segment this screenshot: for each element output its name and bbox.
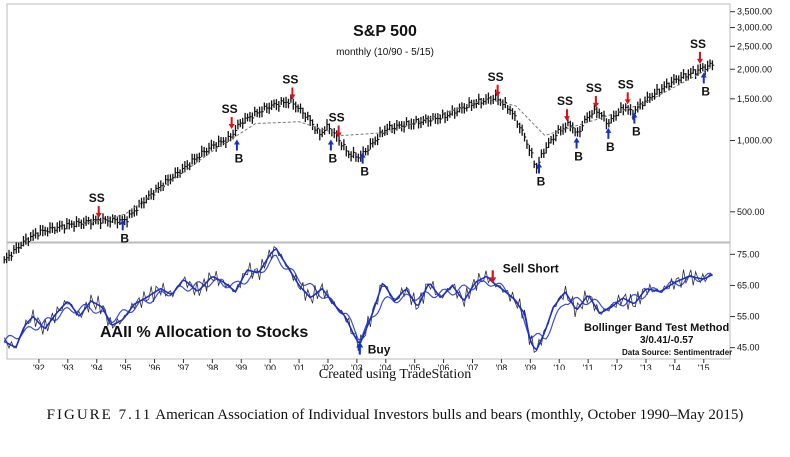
sell-signal-label: SS bbox=[488, 70, 504, 84]
x-tick-label: '98 bbox=[206, 363, 218, 370]
x-tick-label: '04 bbox=[380, 363, 392, 370]
x-tick-label: '13 bbox=[640, 363, 652, 370]
x-tick-label: '03 bbox=[351, 363, 363, 370]
x-tick-label: '96 bbox=[149, 363, 161, 370]
x-tick-label: '12 bbox=[611, 363, 623, 370]
sp500-y-axis: 3,500.00 3,000.00 2,500.00 2,000.00 1,500.00… bbox=[730, 7, 772, 217]
aaii-y-tick-label: 75.00 bbox=[737, 249, 760, 259]
x-tick-label: '08 bbox=[496, 363, 508, 370]
buy-arrow-head bbox=[573, 137, 580, 143]
buy-signal-label: B bbox=[120, 231, 129, 245]
buy-arrow-head bbox=[119, 219, 126, 225]
sell-arrow-head bbox=[592, 102, 599, 108]
data-source: Data Source: Sentimentrader bbox=[622, 348, 732, 357]
aaii-title: AAII % Allocation to Stocks bbox=[100, 324, 308, 341]
buy-arrow-head bbox=[535, 162, 542, 168]
x-tick-label: '00 bbox=[264, 363, 276, 370]
sell-signal-label: SS bbox=[222, 102, 238, 116]
x-tick-label: '07 bbox=[467, 363, 479, 370]
sell-arrow-head bbox=[696, 58, 703, 64]
x-tick-label: '05 bbox=[409, 363, 421, 370]
x-tick-label: '01 bbox=[293, 363, 305, 370]
buy-arrow-head bbox=[233, 139, 240, 145]
x-tick-label: '93 bbox=[62, 363, 74, 370]
sp500-y-tick-label: 3,500.00 bbox=[737, 7, 772, 17]
sp500-y-tick-label: 1,000.00 bbox=[737, 136, 772, 146]
sell-signal-label: SS bbox=[586, 81, 602, 95]
sp500-subtitle: monthly (10/90 - 5/15) bbox=[336, 47, 434, 58]
aaii-signals: Sell Short Buy bbox=[356, 261, 559, 357]
sell-signal-label: SS bbox=[282, 72, 298, 86]
sell-arrow-head bbox=[228, 124, 235, 130]
buy-arrow-head bbox=[327, 139, 334, 145]
x-tick-label: '97 bbox=[178, 363, 190, 370]
chart-figure: 3,500.00 3,000.00 2,500.00 2,000.00 1,500.00… bbox=[3, 3, 773, 370]
method-text: Bollinger Band Test Method bbox=[584, 322, 729, 334]
method-params: 3/0.41/-0.57 bbox=[640, 335, 694, 346]
buy-signal-label: B bbox=[329, 152, 338, 166]
aaii-y-tick-label: 45.00 bbox=[737, 343, 760, 353]
sp500-title: S&P 500 bbox=[353, 23, 417, 40]
aaii-y-axis: 75.00 65.00 55.00 45.00 bbox=[730, 249, 760, 353]
x-tick-label: '15 bbox=[698, 363, 710, 370]
x-axis: '92 '93 '94 '95 '96 '97 '98 '99 '00 '01 '02 '03 '04 '… bbox=[33, 359, 710, 370]
x-tick-label: '94 bbox=[91, 363, 103, 370]
sp500-signals: SS B SS B SS B SS B SS B SS B SS B SS B SS B bbox=[89, 37, 711, 246]
buy-signal-label: B bbox=[235, 152, 244, 166]
sell-signal-label: SS bbox=[690, 37, 706, 51]
sp500-y-tick-label: 1,500.00 bbox=[737, 94, 772, 104]
buy-arrow-head bbox=[605, 127, 612, 133]
x-tick-label: '99 bbox=[235, 363, 247, 370]
buy-arrow-head bbox=[359, 152, 366, 158]
x-tick-label: '95 bbox=[120, 363, 132, 370]
buy-signal-label: B bbox=[537, 174, 546, 188]
buy-arrow-head bbox=[700, 72, 707, 78]
sell-signal-label: SS bbox=[557, 94, 573, 108]
sell-signal-label: SS bbox=[89, 191, 105, 205]
x-tick-label: '09 bbox=[524, 363, 536, 370]
x-tick-label: '10 bbox=[553, 363, 565, 370]
figure-text: American Association of Individual Inves… bbox=[155, 407, 744, 423]
sp500-y-tick-label: 500.00 bbox=[737, 207, 765, 217]
sell-arrow-head bbox=[624, 99, 631, 105]
sp500-y-tick-label: 2,000.00 bbox=[737, 64, 772, 74]
buy-signal-label: B bbox=[701, 84, 710, 98]
sell-arrow-head bbox=[95, 212, 102, 218]
buy-arrow-head bbox=[631, 112, 638, 118]
x-tick-label: '06 bbox=[438, 363, 450, 370]
figure-label: FIGURE 7.11 bbox=[46, 407, 153, 423]
sell-short-arrow-head bbox=[489, 277, 497, 284]
aaii-y-tick-label: 55.00 bbox=[737, 312, 760, 322]
x-tick-label: '11 bbox=[583, 363, 594, 370]
x-tick-label: '92 bbox=[33, 363, 45, 370]
buy-arrow-head bbox=[356, 341, 364, 348]
sp500-panel bbox=[6, 3, 731, 243]
sell-signal-label: SS bbox=[618, 77, 634, 91]
sp500-y-tick-label: 2,500.00 bbox=[737, 41, 772, 51]
buy-signal-label: B bbox=[574, 149, 583, 163]
sell-arrow-head bbox=[335, 132, 342, 138]
buy-signal-label: B bbox=[606, 140, 615, 154]
buy-signal-label: B bbox=[360, 165, 369, 179]
sp500-trend-line bbox=[82, 66, 713, 225]
sell-arrow-head bbox=[289, 94, 296, 100]
figure-credit: Created using TradeStation bbox=[318, 367, 472, 382]
aaii-series bbox=[3, 246, 713, 353]
sp500-series bbox=[3, 59, 715, 264]
figure-caption: FIGURE 7.11 American Association of Indi… bbox=[20, 404, 770, 426]
aaii-allocation-line bbox=[3, 247, 713, 351]
buy-label: Buy bbox=[368, 343, 391, 357]
sell-arrow-head bbox=[564, 116, 571, 122]
aaii-y-tick-label: 65.00 bbox=[737, 280, 760, 290]
aaii-panel bbox=[6, 242, 731, 360]
sp500-y-tick-label: 3,000.00 bbox=[737, 23, 772, 33]
x-tick-label: '02 bbox=[322, 363, 334, 370]
x-tick-label: '14 bbox=[669, 363, 681, 370]
sell-arrow-head bbox=[494, 91, 501, 97]
sell-signal-label: SS bbox=[329, 111, 345, 125]
sp500-bars bbox=[3, 59, 715, 264]
buy-signal-label: B bbox=[632, 125, 641, 139]
sell-short-label: Sell Short bbox=[503, 261, 559, 275]
aaii-band-line bbox=[3, 254, 713, 342]
